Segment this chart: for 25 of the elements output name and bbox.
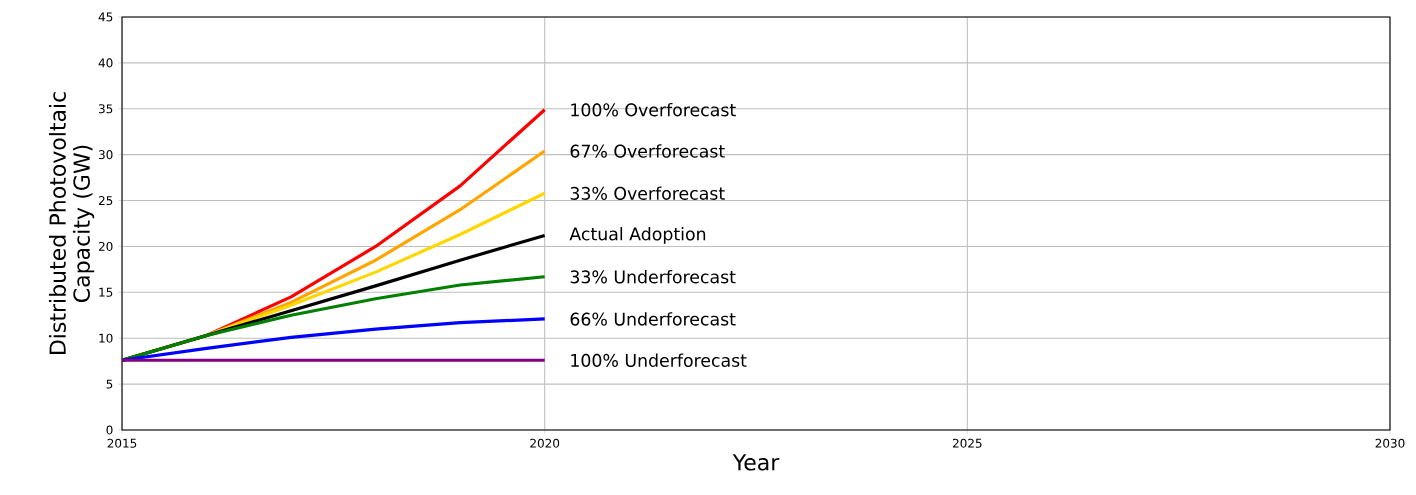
y-tick-label: 35 bbox=[98, 104, 113, 114]
series-label: 33% Overforecast bbox=[570, 186, 725, 200]
series-label: 100% Overforecast bbox=[571, 102, 736, 117]
y-tick-label: 40 bbox=[98, 58, 113, 68]
y-tick-label: 45 bbox=[98, 12, 113, 22]
y-tick-label: 25 bbox=[98, 196, 113, 206]
x-tick-label: 2020 bbox=[530, 438, 560, 448]
x-axis-title: Year bbox=[732, 454, 780, 471]
series-label: 66% Underforecast bbox=[570, 312, 736, 326]
x-tick-label: 2030 bbox=[1375, 438, 1405, 448]
line-series bbox=[120, 317, 547, 362]
y-tick-label: 0 bbox=[106, 425, 113, 435]
y-tick-label: 10 bbox=[99, 333, 113, 343]
y-tick-label: 20 bbox=[98, 241, 113, 251]
y-tick-label: 5 bbox=[106, 379, 113, 389]
series-label: 100% Underforecast bbox=[571, 353, 747, 367]
series-label: 33% Underforecast bbox=[570, 270, 736, 284]
series-label: Actual Adoption bbox=[569, 227, 706, 244]
series-label: 67% Overforecast bbox=[570, 144, 725, 158]
x-tick-label: 2025 bbox=[952, 438, 982, 448]
y-axis-title: Distributed Photovoltaic Capacity (GW) bbox=[48, 92, 95, 354]
y-tick-label: 15 bbox=[99, 287, 113, 297]
y-tick-label: 30 bbox=[98, 150, 113, 160]
x-tick-label: 2015 bbox=[107, 438, 137, 448]
line-series bbox=[120, 275, 547, 362]
